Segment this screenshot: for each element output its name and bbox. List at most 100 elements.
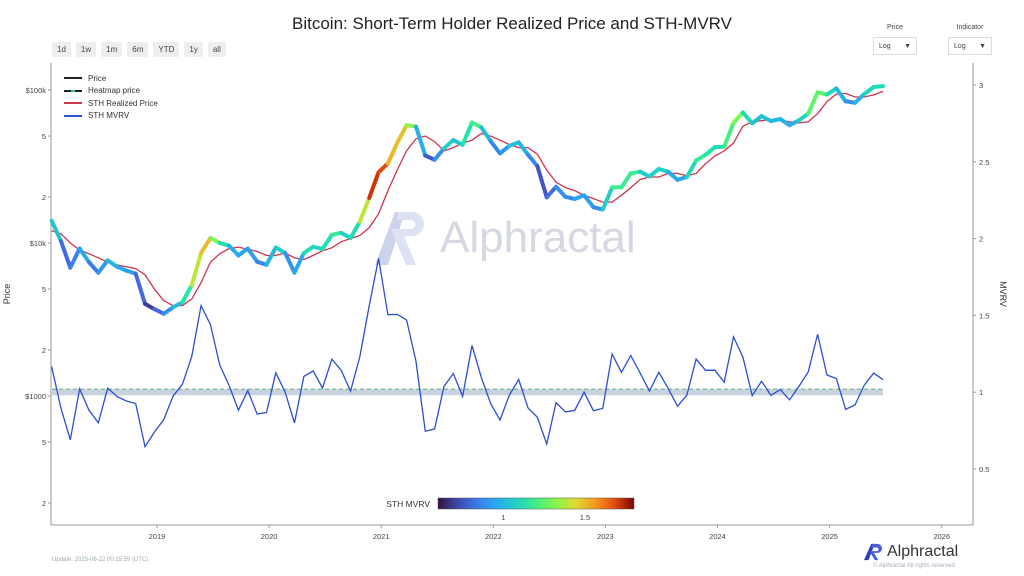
indicator-scale-dropdown[interactable]: Log ▼ <box>948 37 992 55</box>
x-tick-label: 2025 <box>821 532 838 541</box>
price-scale-label: Price <box>887 24 903 31</box>
indicator-scale-selector[interactable]: Indicator Log ▼ <box>948 24 992 55</box>
heatmap-price-segment <box>320 232 334 251</box>
legend-item-sth-realized-price[interactable]: STH Realized Price <box>64 97 158 110</box>
heatmap-price-segment <box>292 251 306 275</box>
y2-axis-label: MVRV <box>998 281 1008 307</box>
range-button-1d[interactable]: 1d <box>52 42 71 57</box>
heatmap-price-segment <box>77 246 91 265</box>
x-tick-label: 2024 <box>709 532 726 541</box>
heatmap-price-segment <box>684 158 699 180</box>
heatmap-price-segment <box>68 246 82 270</box>
heatmap-price-segment <box>806 90 820 116</box>
brand-name: Alphractal <box>887 543 959 560</box>
heatmap-price-segment <box>189 251 204 288</box>
x-tick-label: 2026 <box>933 532 950 541</box>
y-tick-label: 5 <box>42 132 46 141</box>
heatmap-price-segment <box>96 258 110 275</box>
heatmap-price-segment <box>582 193 596 210</box>
chart-title: Bitcoin: Short-Term Holder Realized Pric… <box>292 14 732 33</box>
price-scale-selector[interactable]: Price Log ▼ <box>873 24 917 55</box>
heatmap-price-segment <box>703 145 717 157</box>
legend-label: STH Realized Price <box>88 98 158 108</box>
heatmap-price-segment <box>488 139 503 156</box>
range-button-1w[interactable]: 1w <box>75 42 97 57</box>
legend-label: STH MVRV <box>88 111 130 121</box>
y2-tick-label: 2 <box>979 235 983 244</box>
dropdown-arrow-icon: ▼ <box>904 42 911 50</box>
heatmap-price-segment <box>852 91 867 105</box>
watermark-logo-icon <box>375 212 405 265</box>
y2-tick-label: 1.5 <box>979 311 989 320</box>
range-button-6m[interactable]: 6m <box>127 42 149 57</box>
y-tick-label: 5 <box>42 285 46 294</box>
x-tick-label: 2021 <box>373 532 390 541</box>
heatmap-price-segment <box>498 143 512 156</box>
heatmap-price-segment <box>264 245 278 267</box>
heatmap-price-segment <box>666 169 680 182</box>
heatmap-price-segment <box>199 235 213 256</box>
legend-item-sth-mvrv[interactable]: STH MVRV <box>64 110 158 123</box>
dropdown-arrow-icon: ▼ <box>979 42 986 50</box>
heatmap-price-segment <box>133 271 148 306</box>
copyright: © Alphractal All rights reserved <box>873 563 955 569</box>
indicator-scale-value: Log <box>954 42 966 50</box>
heatmap-price-segment <box>58 239 73 270</box>
heatmap-price-segment <box>722 120 736 149</box>
legend-item-price[interactable]: Price <box>64 72 158 85</box>
x-tick-label: 2023 <box>597 532 614 541</box>
watermark-text: Alphractal <box>440 213 636 262</box>
heatmap-price-segment <box>535 164 549 200</box>
legend-item-heatmap-price[interactable]: Heatmap price <box>64 85 158 98</box>
heatmap-price-segment <box>460 120 474 147</box>
heatmap-price-segment <box>376 161 390 175</box>
heatmap-price-segment <box>619 171 633 190</box>
sth-mvrv-line <box>50 258 884 449</box>
colorbar-tick-label: 1.5 <box>580 513 590 522</box>
legend-label: Price <box>88 73 107 83</box>
heatmap-price-segment <box>395 123 409 145</box>
indicator-scale-label: Indicator <box>956 24 984 31</box>
heatmap-price-segment <box>554 184 568 199</box>
watermark-logo-icon <box>391 212 424 265</box>
range-button-all[interactable]: all <box>207 42 226 57</box>
heatmap-price-segment <box>834 86 848 104</box>
range-button-1y[interactable]: 1y <box>184 42 203 57</box>
heatmap-price-segment <box>516 140 531 157</box>
x-tick-label: 2020 <box>261 532 278 541</box>
colorbar-label: STH MVRV <box>386 499 430 509</box>
sth-realized-price-line <box>51 90 884 307</box>
heatmap-price-segment <box>740 110 755 126</box>
y2-tick-label: 0.5 <box>979 465 989 474</box>
mvrv-reference-band <box>52 389 884 396</box>
heatmap-price-segment <box>441 138 456 151</box>
alphractal-logo-icon <box>864 543 882 561</box>
heatmap-price-segment <box>227 243 241 258</box>
heatmap-price-segment <box>357 195 372 224</box>
y2-tick-label: 3 <box>979 81 983 90</box>
heatmap-price-segment <box>647 166 661 179</box>
y-tick-label: $100k <box>26 86 47 95</box>
y2-tick-label: 1 <box>979 388 983 397</box>
heatmap-price-segment <box>367 170 381 200</box>
price-scale-dropdown[interactable]: Log ▼ <box>873 37 917 55</box>
range-button-1m[interactable]: 1m <box>101 42 123 57</box>
heatmap-price-segment <box>86 260 101 275</box>
y-axis-label: Price <box>2 284 12 305</box>
range-button-ytd[interactable]: YTD <box>153 42 180 57</box>
y-tick-label: $10k <box>30 239 47 248</box>
x-tick-label: 2019 <box>149 532 166 541</box>
brand-logo: Alphractal <box>862 543 958 561</box>
heatmap-price-segment <box>283 251 297 275</box>
update-timestamp: Update: 2025-06-22 00:15:59 (UTC) <box>52 557 149 563</box>
y-tick-label: $1000 <box>25 392 46 401</box>
range-buttons: 1d 1w 1m 6m YTD 1y all <box>52 42 226 57</box>
heatmap-price-segment <box>245 246 260 264</box>
heatmap-price-segment <box>871 84 886 90</box>
legend-label: Heatmap price <box>88 86 141 96</box>
colorbar <box>437 497 635 510</box>
heatmap-price-segment <box>479 125 493 144</box>
heatmap-price-segment <box>544 184 559 200</box>
heatmap-price-segment <box>432 146 446 162</box>
